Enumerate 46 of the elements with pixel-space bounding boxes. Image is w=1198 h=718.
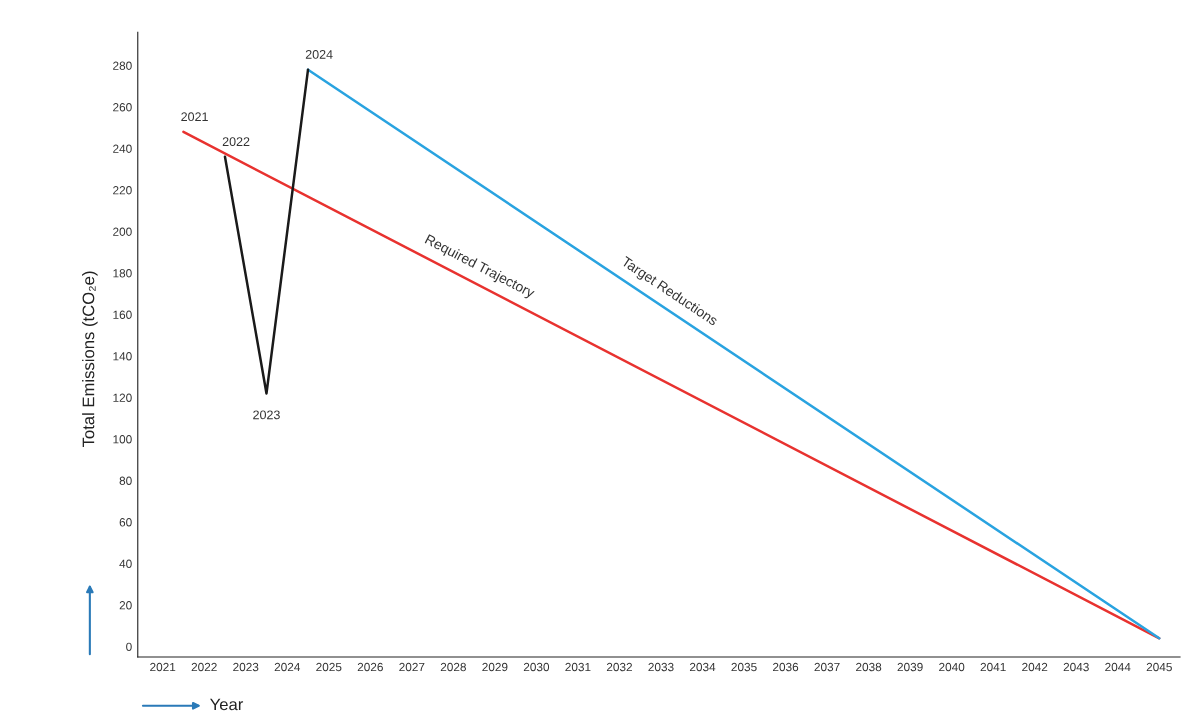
y-tick-label: 200 [113, 227, 132, 236]
x-tick-label: 2034 [689, 662, 716, 672]
x-tick-label: 2021 [150, 662, 176, 672]
y-tick-label: 240 [113, 144, 132, 153]
x-tick-label: 2022 [191, 662, 217, 672]
y-tick-label: 140 [113, 352, 132, 361]
y-tick-label: 40 [119, 559, 132, 568]
y-tick-label: 0 [126, 642, 132, 651]
y-tick-label: 60 [119, 518, 132, 527]
x-tick-label: 2026 [357, 662, 383, 672]
x-tick-label: 2037 [814, 662, 840, 672]
x-tick-label: 2039 [897, 662, 923, 672]
x-tick-label: 2028 [440, 662, 466, 672]
x-tick-label: 2038 [856, 662, 882, 672]
y-tick-label: 80 [119, 476, 132, 485]
x-axis-title: Year [210, 698, 244, 711]
x-tick-label: 2036 [773, 662, 799, 672]
x-tick-label: 2045 [1146, 662, 1172, 672]
x-tick-label: 2042 [1022, 662, 1048, 672]
x-tick-label: 2043 [1063, 662, 1089, 672]
x-tick-label: 2040 [939, 662, 965, 672]
y-axis-title: Total Emissions (tCO₂e) [82, 271, 98, 448]
y-tick-label: 20 [119, 601, 132, 610]
x-tick-label: 2032 [606, 662, 632, 672]
y-tick-label: 220 [113, 186, 132, 195]
x-tick-label: 2029 [482, 662, 508, 672]
x-tick-label: 2035 [731, 662, 757, 672]
x-tick-label: 2030 [523, 662, 550, 672]
y-tick-label: 260 [113, 103, 132, 112]
x-tick-label: 2031 [565, 662, 591, 672]
x-tick-label: 2027 [399, 662, 425, 672]
x-tick-label: 2025 [316, 662, 342, 672]
annotation: 2024 [305, 50, 333, 59]
annotation: 2022 [222, 137, 250, 147]
x-tick-label: 2041 [980, 662, 1006, 672]
x-tick-label: 2023 [233, 662, 259, 672]
annotation: 2021 [181, 112, 208, 122]
x-tick-label: 2033 [648, 662, 674, 672]
y-tick-label: 100 [113, 435, 132, 444]
x-tick-label: 2024 [274, 662, 301, 672]
x-tick-label: 2044 [1105, 662, 1131, 672]
annotation: 2023 [253, 410, 280, 420]
y-tick-label: 180 [113, 269, 132, 278]
y-tick-label: 160 [113, 310, 132, 319]
y-tick-label: 120 [113, 393, 132, 402]
y-tick-label: 280 [113, 61, 132, 70]
